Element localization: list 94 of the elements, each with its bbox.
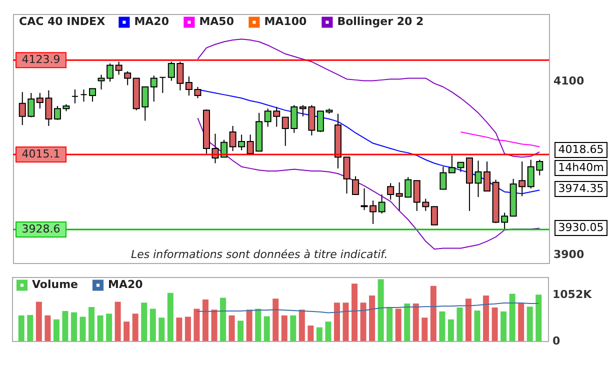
candlestick <box>71 88 78 104</box>
bar <box>412 303 419 341</box>
bar <box>334 302 340 341</box>
bar <box>27 314 34 341</box>
bar <box>88 307 95 341</box>
bar <box>176 318 182 341</box>
bar <box>246 310 252 341</box>
text: 4018.65 <box>558 143 604 156</box>
bar <box>290 315 296 341</box>
bar <box>342 302 349 341</box>
bar <box>80 316 86 341</box>
bar <box>184 316 191 341</box>
line-series <box>460 131 540 148</box>
bar <box>167 292 174 341</box>
bar <box>114 302 121 341</box>
candlestick <box>150 75 158 102</box>
bar <box>448 319 454 341</box>
bar <box>202 300 208 341</box>
candlestick <box>387 182 394 200</box>
bar <box>124 322 130 341</box>
y-tick-label: 0 <box>552 334 560 348</box>
bar <box>132 314 138 341</box>
bar <box>422 318 428 341</box>
candlestick <box>159 76 166 94</box>
candlestick <box>430 206 438 226</box>
legend-label: MA20 <box>108 278 144 292</box>
bar <box>369 296 376 341</box>
bar <box>430 286 436 341</box>
bar <box>536 294 542 341</box>
bar <box>238 320 244 341</box>
bar <box>500 311 507 341</box>
ref-line-label: 3928.6 <box>22 222 60 236</box>
bar <box>211 310 218 341</box>
bar <box>439 311 446 341</box>
bar <box>386 307 393 341</box>
line-series <box>196 302 540 314</box>
legend-label: MA100 <box>264 15 307 28</box>
bar <box>518 303 524 341</box>
candlestick <box>80 88 88 102</box>
bar <box>106 314 112 341</box>
bar <box>158 318 165 341</box>
bar <box>483 296 490 341</box>
bar <box>378 279 384 341</box>
bar <box>298 310 305 341</box>
bar <box>62 310 68 341</box>
text: 3930.05 <box>558 221 604 234</box>
candlestick <box>440 166 447 190</box>
bar <box>272 298 279 341</box>
annotation: Les informations sont données à titre indicatif. <box>131 248 388 261</box>
candlestick <box>89 88 96 102</box>
bar <box>194 308 200 341</box>
line-series <box>197 38 540 158</box>
y-tick-label: 3900 <box>554 248 584 261</box>
candlestick <box>378 194 386 214</box>
bar <box>360 302 366 341</box>
bar <box>70 312 77 341</box>
ref-line-label: 4123.9 <box>22 53 60 66</box>
bar <box>465 298 472 341</box>
chart-title: CAC 40 INDEX <box>19 15 106 28</box>
bar <box>53 319 60 341</box>
bar <box>141 302 148 341</box>
bar <box>526 306 533 341</box>
text: 14h40m <box>558 161 604 174</box>
legend-label: MA50 <box>199 15 234 28</box>
bar <box>150 308 156 341</box>
y-tick-label: 1052K <box>552 288 592 302</box>
bar <box>228 315 235 341</box>
bar <box>404 303 410 341</box>
bar <box>352 284 358 341</box>
legend-label: Bollinger 20 2 <box>337 15 424 28</box>
bar <box>97 315 104 341</box>
bar <box>395 308 402 341</box>
bar <box>456 307 463 341</box>
bar <box>220 298 226 341</box>
bar <box>474 310 480 341</box>
bar <box>308 326 314 341</box>
bar <box>281 315 288 341</box>
bar <box>316 327 322 341</box>
legend-label: Volume <box>32 278 78 292</box>
bar <box>36 302 42 341</box>
bar <box>509 294 516 341</box>
line-series <box>197 118 540 250</box>
bar <box>325 322 332 341</box>
bar <box>44 315 51 341</box>
bar <box>18 315 24 341</box>
text: 3974.35 <box>558 182 604 195</box>
bar <box>492 307 498 341</box>
ref-line-label: 4015.1 <box>22 147 60 160</box>
bar <box>255 308 262 341</box>
candlestick <box>124 70 132 86</box>
candlestick <box>115 61 122 76</box>
y-tick-label: 4100 <box>554 74 584 88</box>
legend-label: MA20 <box>134 15 170 28</box>
bar <box>264 316 270 341</box>
